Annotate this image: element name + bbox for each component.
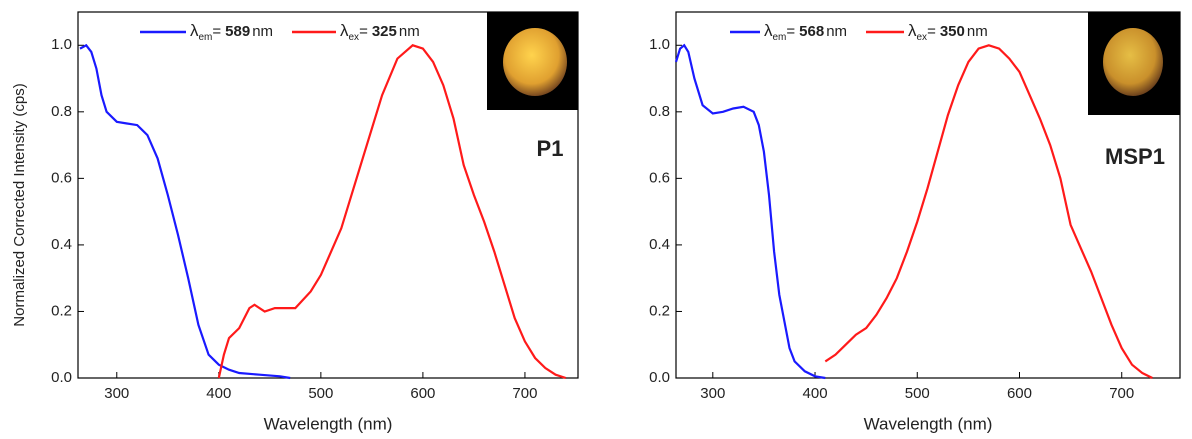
legend-unit: nm bbox=[826, 23, 847, 40]
legend-equals: = bbox=[927, 23, 936, 40]
y-tick-label: 0.4 bbox=[649, 236, 670, 253]
legend-value: 325 bbox=[372, 23, 397, 40]
legend-value: 589 bbox=[225, 23, 250, 40]
legend-equals: = bbox=[786, 23, 795, 40]
y-tick-label: 0.0 bbox=[649, 369, 670, 386]
y-tick-label: 0.4 bbox=[51, 236, 72, 253]
line-series bbox=[79, 43, 291, 380]
y-axis-label: Normalized Corrected Intensity (cps) bbox=[11, 83, 28, 326]
x-tick-label: 600 bbox=[410, 385, 435, 402]
legend-equals: = bbox=[212, 23, 221, 40]
legend-label: λex= 350 nm bbox=[908, 21, 988, 42]
legend-label: λem= 568 nm bbox=[764, 21, 847, 42]
x-tick-label: 300 bbox=[104, 385, 129, 402]
x-tick-label: 500 bbox=[905, 385, 930, 402]
legend-unit: nm bbox=[252, 23, 273, 40]
legend-symbol: λ bbox=[340, 21, 349, 40]
x-tick-label: 400 bbox=[206, 385, 231, 402]
y-tick-label: 0.6 bbox=[649, 169, 670, 186]
legend-value: 568 bbox=[799, 23, 824, 40]
x-tick-label: 300 bbox=[700, 385, 725, 402]
x-tick-label: 600 bbox=[1007, 385, 1032, 402]
y-tick-label: 0.2 bbox=[649, 302, 670, 319]
y-tick-label: 1.0 bbox=[649, 36, 670, 53]
legend-symbol: λ bbox=[190, 21, 199, 40]
legend-label: λex= 325 nm bbox=[340, 21, 420, 42]
line-series bbox=[674, 43, 826, 380]
y-tick-label: 0.0 bbox=[51, 369, 72, 386]
legend-unit: nm bbox=[967, 23, 988, 40]
legend-subscript: ex bbox=[349, 32, 360, 43]
line-series bbox=[217, 44, 567, 380]
legend-subscript: ex bbox=[917, 32, 928, 43]
legend-equals: = bbox=[359, 23, 368, 40]
legend-symbol: λ bbox=[908, 21, 917, 40]
x-tick-label: 500 bbox=[308, 385, 333, 402]
legend-symbol: λ bbox=[764, 21, 773, 40]
x-tick-label: 700 bbox=[1109, 385, 1134, 402]
annotation: P1 bbox=[537, 136, 564, 161]
y-tick-label: 1.0 bbox=[51, 36, 72, 53]
plot-frame bbox=[675, 11, 1181, 379]
y-tick-label: 0.2 bbox=[51, 302, 72, 319]
x-tick-label: 700 bbox=[512, 385, 537, 402]
legend-subscript: em bbox=[773, 32, 787, 43]
inset-photo bbox=[1088, 12, 1180, 115]
plot-frame bbox=[77, 11, 579, 379]
inset-photo bbox=[487, 12, 578, 110]
line-series bbox=[824, 44, 1153, 379]
legend-value: 350 bbox=[940, 23, 965, 40]
y-tick-label: 0.8 bbox=[649, 103, 670, 120]
y-tick-label: 0.6 bbox=[51, 169, 72, 186]
legend-subscript: em bbox=[199, 32, 213, 43]
annotation: MSP1 bbox=[1105, 144, 1165, 169]
x-tick-label: 400 bbox=[803, 385, 828, 402]
x-axis-label: Wavelength (nm) bbox=[864, 414, 993, 433]
legend-label: λem= 589 nm bbox=[190, 21, 273, 42]
legend-unit: nm bbox=[399, 23, 420, 40]
x-axis-label: Wavelength (nm) bbox=[264, 414, 393, 433]
y-tick-label: 0.8 bbox=[51, 103, 72, 120]
